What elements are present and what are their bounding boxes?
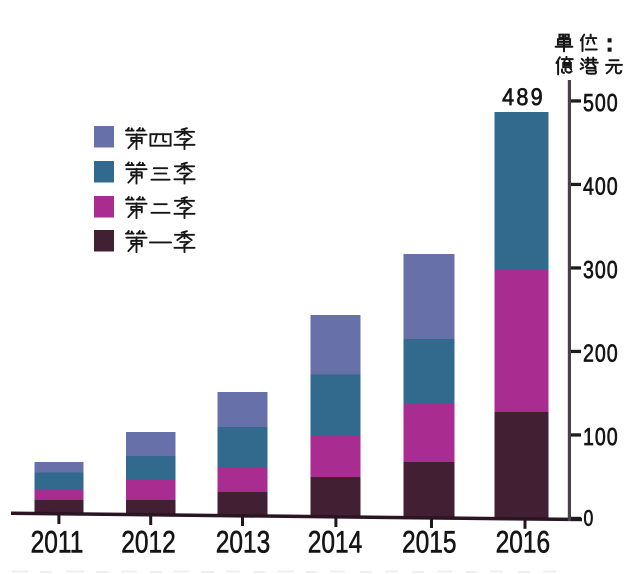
svg-text:200: 200 [583, 341, 619, 368]
svg-text:500: 500 [583, 90, 619, 117]
svg-text:400: 400 [583, 174, 619, 201]
svg-text:2015: 2015 [402, 525, 456, 560]
svg-text:2013: 2013 [216, 525, 270, 560]
svg-text:2011: 2011 [31, 525, 84, 560]
svg-text:0: 0 [584, 506, 595, 531]
svg-text:2016: 2016 [496, 525, 550, 560]
svg-text:100: 100 [583, 424, 619, 451]
svg-text:2014: 2014 [308, 525, 362, 560]
svg-text:489: 489 [502, 84, 545, 111]
svg-text:300: 300 [583, 257, 619, 284]
svg-text:2012: 2012 [121, 525, 175, 560]
